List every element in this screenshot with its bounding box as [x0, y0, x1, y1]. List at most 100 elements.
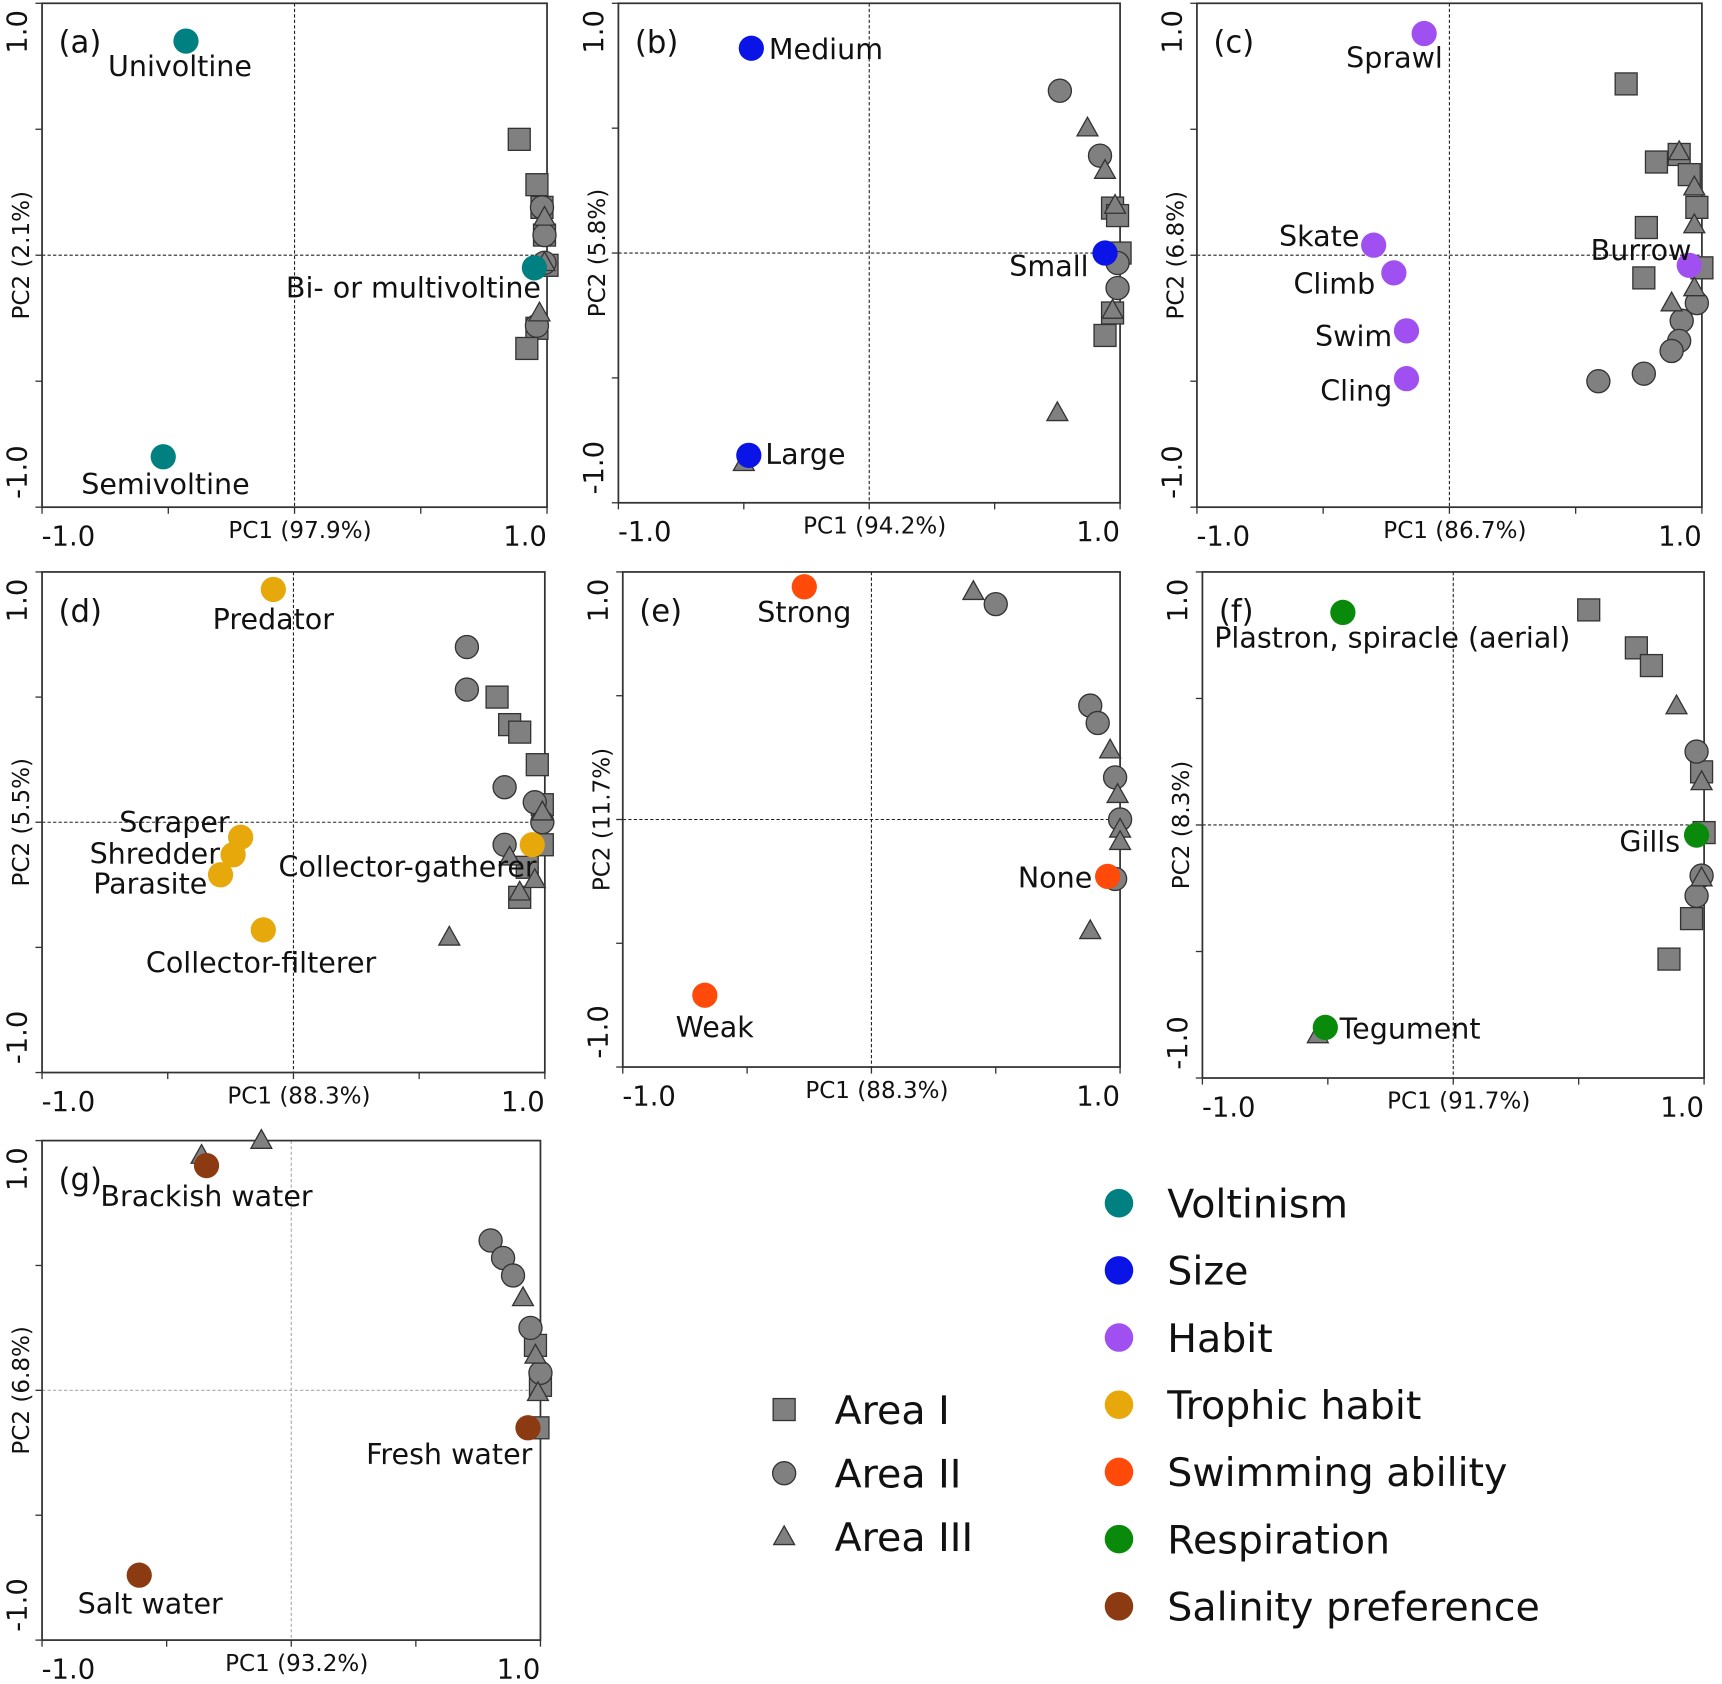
trait-point: [1381, 260, 1407, 286]
site-point-triangle: [961, 579, 985, 601]
y-axis-label: PC2 (6.8%): [1164, 191, 1190, 320]
site-point-triangle: [1103, 193, 1127, 214]
panel-label: (f): [1219, 593, 1254, 629]
trait-point-label: Plastron, spiracle (aerial): [1214, 622, 1570, 655]
site-point-triangle: [1108, 829, 1132, 851]
trait-point-label: Strong: [757, 596, 851, 629]
x-tick-label: 1.0: [1658, 522, 1702, 553]
site-point-square: [1093, 323, 1117, 348]
trait-point: [738, 35, 764, 61]
x-tick-label: -1.0: [1202, 1092, 1256, 1123]
trait-point-label: Univoltine: [108, 50, 252, 83]
site-point-circle: [983, 591, 1008, 617]
site-point-triangle: [1101, 298, 1125, 319]
x-tick-label: 1.0: [497, 1655, 541, 1684]
site-point-square: [485, 685, 509, 709]
site-point-square: [1679, 906, 1704, 931]
site-point-triangle: [249, 1128, 273, 1149]
y-axis-label: PC2 (8.3%): [1169, 761, 1195, 890]
trait-point-label: Swim: [1315, 320, 1392, 353]
y-tick-label: -1.0: [1158, 445, 1189, 499]
trait-point-label: Climb: [1294, 268, 1376, 301]
trait-point-label: Fresh water: [366, 1438, 533, 1471]
trait-point: [515, 1415, 541, 1441]
panel-label: (g): [59, 1162, 102, 1198]
y-axis-label: PC2 (11.7%): [590, 748, 616, 891]
x-axis-label: PC1 (88.3%): [227, 1083, 370, 1109]
site-point-triangle: [1682, 174, 1706, 196]
site-point-triangle: [508, 879, 532, 901]
legend-swatch: [1104, 1323, 1134, 1352]
trait-point-label: Weak: [676, 1011, 755, 1044]
trait-point-label: Burrow: [1591, 234, 1692, 267]
legend-swatch: [1104, 1188, 1134, 1218]
trait-point-label: Scraper: [119, 806, 230, 839]
site-point-circle: [492, 775, 517, 800]
trait-point-label: Collector-gatherer: [279, 851, 537, 884]
panel-c: -1.0 1.0 PC1 (86.7%) 1.0 -1.0 PC2 (6.8%) (c) Sp…: [1158, 2, 1714, 553]
y-tick-label: 1.0: [3, 1147, 34, 1191]
x-tick-label: 1.0: [501, 1087, 545, 1118]
x-axis-label: PC1 (88.3%): [805, 1078, 948, 1104]
trait-point: [193, 1152, 220, 1179]
trait-point: [207, 862, 234, 888]
site-point-triangle: [526, 1380, 550, 1402]
site-point-triangle: [532, 205, 557, 226]
site-point-triangle: [530, 799, 554, 821]
panel-label: (d): [59, 593, 102, 629]
trait-point: [736, 442, 762, 468]
site-point-circle: [500, 1263, 526, 1288]
panel-label: (e): [639, 593, 682, 629]
site-point-triangle: [437, 925, 461, 946]
y-axis-label: PC2 (5.5%): [9, 758, 35, 887]
trait-point-label: Tegument: [1339, 1012, 1481, 1045]
site-point-square: [1624, 636, 1649, 660]
site-point-circle: [1085, 710, 1110, 736]
y-axis-label: PC2 (6.8%): [9, 1326, 35, 1455]
panel-label: (a): [59, 25, 102, 61]
x-axis-label: PC1 (86.7%): [1383, 518, 1526, 544]
site-point-square: [1614, 72, 1638, 96]
legend-swatch: [1104, 1592, 1134, 1621]
site-point-square: [1577, 598, 1601, 622]
legend-label: Area I: [835, 1388, 950, 1434]
site-point-circle: [454, 677, 480, 702]
panel-label: (c): [1213, 25, 1254, 61]
trait-point: [692, 982, 718, 1008]
trait-point: [260, 576, 286, 603]
panel-b: -1.0 1.0 PC1 (94.2%) 1.0 -1.0 PC2 (5.8%) (b) Me…: [579, 2, 1132, 548]
site-point-square: [1685, 195, 1709, 220]
site-point-square: [507, 127, 531, 151]
legend-label: Area II: [835, 1451, 962, 1497]
site-point-square: [1657, 947, 1681, 971]
y-axis-label: PC2 (2.1%): [9, 191, 35, 320]
trait-point-label: Parasite: [93, 867, 207, 900]
panel-d: -1.0 1.0 PC1 (88.3%) 1.0 -1.0 PC2 (5.5%) (d) Pr…: [3, 571, 555, 1118]
site-point-triangle: [1098, 737, 1122, 759]
legend-label: Swimming ability: [1167, 1450, 1507, 1496]
site-point-circle: [1586, 369, 1611, 394]
x-tick-label: -1.0: [42, 1087, 96, 1118]
legend-label: Habit: [1167, 1316, 1272, 1362]
trait-point-label: Semivoltine: [81, 468, 249, 501]
site-point-triangle: [523, 1343, 548, 1364]
trait-point-label: Sprawl: [1346, 42, 1443, 75]
site-point-circle: [1102, 765, 1128, 790]
site-point-triangle: [1667, 139, 1691, 161]
legend-marker-square: [772, 1397, 796, 1422]
site-point-triangle: [1093, 158, 1117, 179]
y-tick-label: 1.0: [1158, 10, 1189, 54]
y-tick-label: 1.0: [583, 579, 614, 623]
site-point-circle: [1684, 739, 1709, 764]
x-tick-label: 1.0: [1660, 1092, 1704, 1123]
site-point-triangle: [1660, 290, 1684, 312]
site-point-triangle: [498, 844, 522, 866]
site-point-triangle: [1664, 693, 1689, 715]
site-point-circle: [1684, 883, 1709, 909]
trait-point: [1411, 20, 1437, 47]
legend-label: Trophic habit: [1166, 1383, 1421, 1429]
trait-point: [1092, 240, 1118, 266]
trait-point-label: Collector-filterer: [146, 947, 377, 980]
